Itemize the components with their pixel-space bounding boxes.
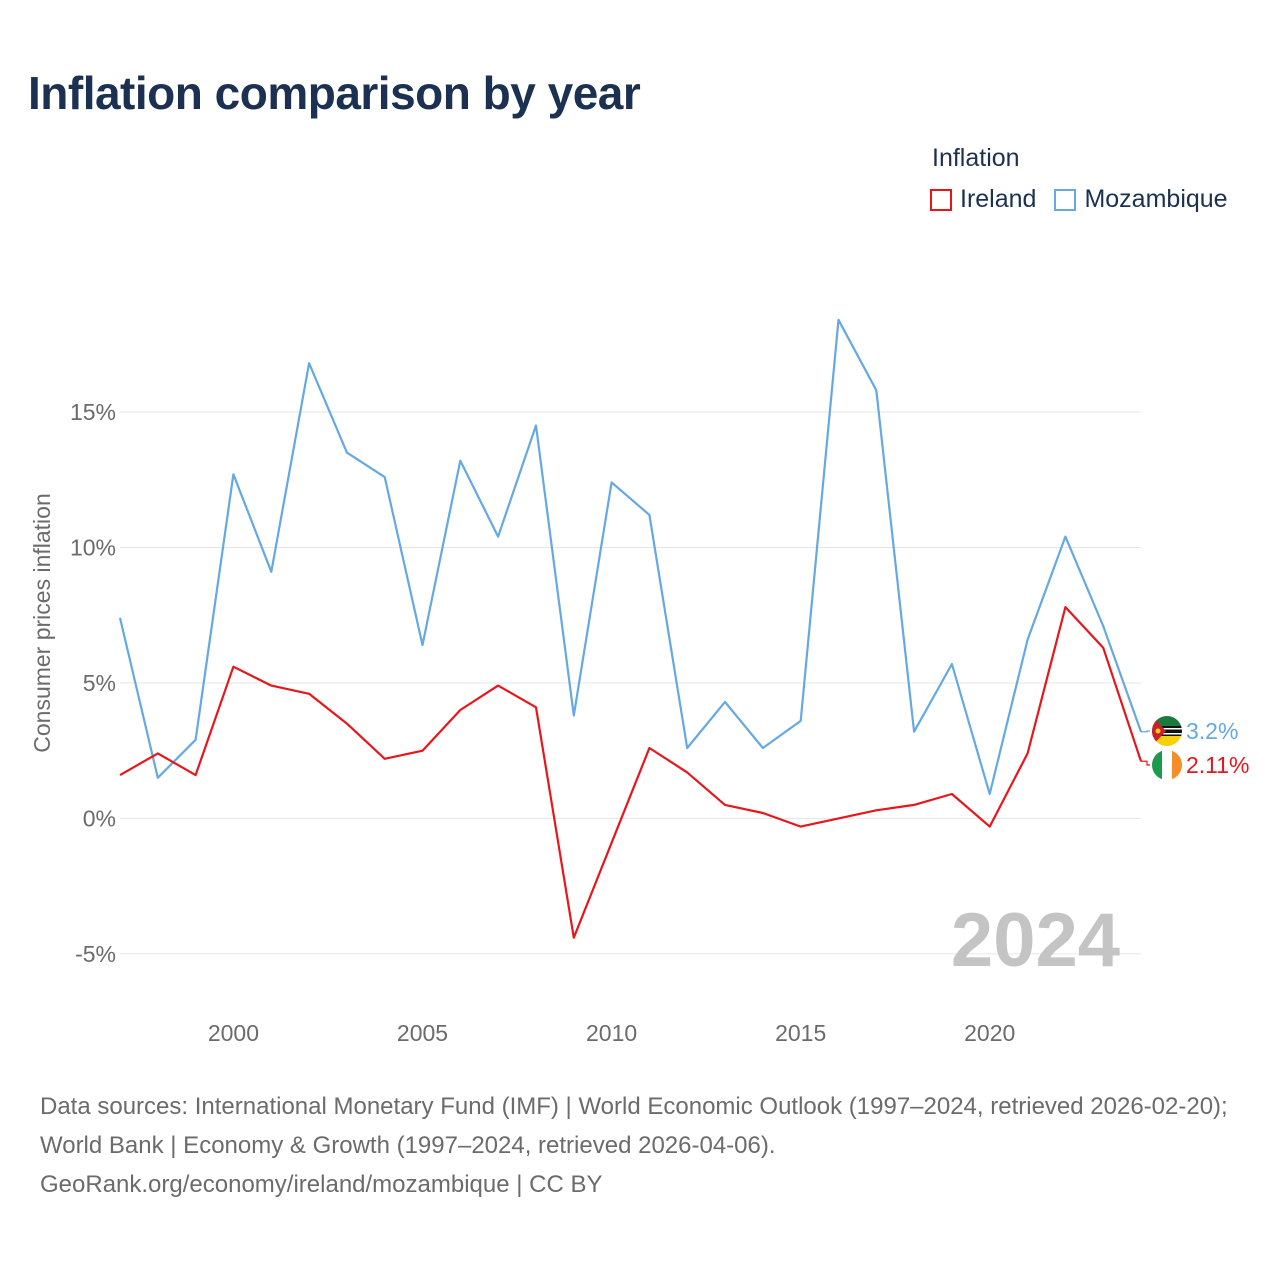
chart-title: Inflation comparison by year <box>28 67 641 119</box>
legend: Ireland Mozambique <box>930 185 1246 214</box>
year-watermark: 2024 <box>951 898 1120 983</box>
legend-title: Inflation <box>932 144 1020 172</box>
legend-swatch-mozambique <box>1054 188 1077 211</box>
legend-item-ireland[interactable]: Ireland <box>930 185 1036 214</box>
y-tick-label: 10% <box>70 534 116 560</box>
footer-sources: Data sources: International Monetary Fun… <box>40 1087 1250 1204</box>
x-tick-label: 2010 <box>586 1020 637 1046</box>
end-value-label-ireland: 2.11% <box>1186 752 1250 778</box>
line-chart: -5% 0% 5% 10% 15% 2000 2005 2010 2015 2020 Consu… <box>29 318 1250 1046</box>
legend-label-ireland: Ireland <box>960 185 1037 213</box>
y-tick-label: 15% <box>70 399 116 425</box>
y-axis-label: Consumer prices inflation <box>29 493 55 753</box>
legend-swatch-ireland <box>930 188 952 211</box>
x-tick-label: 2020 <box>964 1020 1015 1046</box>
footer-credit-link[interactable]: GeoRank.org/economy/ireland/mozambique |… <box>40 1171 603 1198</box>
y-tick-label: 5% <box>83 670 116 696</box>
y-tick-label: 0% <box>83 805 116 831</box>
x-tick-label: 2000 <box>208 1020 259 1046</box>
end-connector-ireland <box>1141 760 1150 766</box>
end-value-label-mozambique: 3.2% <box>1186 718 1238 744</box>
ireland-flag-icon <box>1152 750 1182 780</box>
end-connector-mozambique <box>1141 730 1150 733</box>
legend-item-mozambique[interactable]: Mozambique <box>1054 185 1228 214</box>
series-line-mozambique[interactable] <box>118 318 1143 796</box>
y-tick-label: -5% <box>75 941 116 967</box>
mozambique-flag-icon <box>1152 716 1182 746</box>
footer-source-text: Data sources: International Monetary Fun… <box>40 1093 1228 1159</box>
legend-label-mozambique: Mozambique <box>1084 185 1228 213</box>
x-tick-label: 2015 <box>775 1020 826 1046</box>
series-line-ireland[interactable] <box>119 605 1143 939</box>
x-tick-label: 2005 <box>397 1020 448 1046</box>
